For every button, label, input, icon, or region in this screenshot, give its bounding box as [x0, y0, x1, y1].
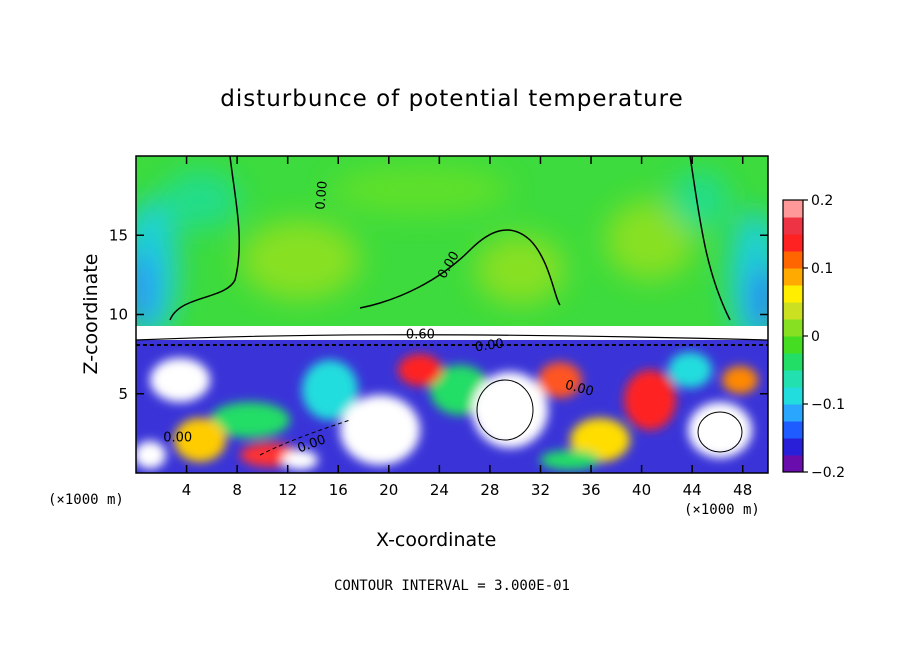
colorbar-swatch	[783, 404, 803, 422]
colorbar	[782, 199, 804, 473]
colorbar-swatch	[783, 455, 803, 473]
contour-label: 0.00	[563, 378, 595, 400]
colorbar-tick-label: 0.2	[811, 193, 833, 209]
contour-label: 0.00	[163, 430, 192, 445]
x-tick-label: 44	[683, 481, 702, 499]
colorbar-swatch	[783, 268, 803, 286]
colorbar-swatch	[783, 234, 803, 252]
x-tick-label: 40	[632, 481, 651, 499]
colorbar-swatch	[783, 421, 803, 439]
x-tick-label: 16	[329, 481, 348, 499]
y-axis-label: Z-coordinate	[80, 254, 102, 375]
contour-label: 0.60	[406, 327, 435, 342]
colorbar-swatch	[783, 200, 803, 218]
y-tick-label: 15	[109, 226, 128, 244]
contour-interval-note: CONTOUR INTERVAL = 3.000E-01	[333, 578, 570, 594]
x-tick-label: 4	[182, 481, 192, 499]
colorbar-swatch	[783, 285, 803, 303]
colorbar-swatch	[783, 387, 803, 405]
x-unit-left: (×1000 m)	[48, 492, 124, 508]
x-tick-label: 8	[232, 481, 242, 499]
x-axis: 4 8 12 16 20 24 28 32 36 40 44 48	[182, 156, 752, 499]
x-tick-label: 12	[278, 481, 297, 499]
y-tick-label: 5	[118, 385, 128, 403]
heatmap-field	[136, 156, 768, 473]
colorbar-swatch	[783, 217, 803, 235]
x-unit-right: (×1000 m)	[684, 502, 760, 518]
colorbar-swatch	[783, 370, 803, 388]
x-tick-label: 24	[430, 481, 449, 499]
x-tick-label: 32	[531, 481, 550, 499]
colorbar-tick-label: −0.1	[811, 397, 845, 413]
x-tick-label: 28	[480, 481, 499, 499]
colorbar-swatch	[783, 353, 803, 371]
x-tick-label: 48	[733, 481, 752, 499]
x-tick-label: 36	[581, 481, 600, 499]
y-tick-label: 10	[109, 306, 128, 324]
x-axis-label: X-coordinate	[376, 529, 497, 551]
colorbar-swatch	[783, 251, 803, 269]
colorbar-swatch	[783, 302, 803, 320]
contour-label: 0.00	[313, 180, 330, 210]
contour-label: 0.00	[474, 336, 505, 355]
colorbar-ticks: 0.2 0.1 0 −0.1 −0.2	[803, 193, 845, 481]
colorbar-tick-label: −0.2	[811, 465, 845, 481]
x-tick-label: 20	[379, 481, 398, 499]
y-axis: 5 10 15	[109, 226, 768, 403]
colorbar-tick-label: 0.1	[811, 261, 833, 277]
colorbar-swatch	[783, 336, 803, 354]
colorbar-tick-label: 0	[811, 329, 820, 345]
chart-title: disturbunce of potential temperature	[220, 86, 684, 112]
colorbar-swatch	[783, 438, 803, 456]
colorbar-swatch	[783, 319, 803, 337]
